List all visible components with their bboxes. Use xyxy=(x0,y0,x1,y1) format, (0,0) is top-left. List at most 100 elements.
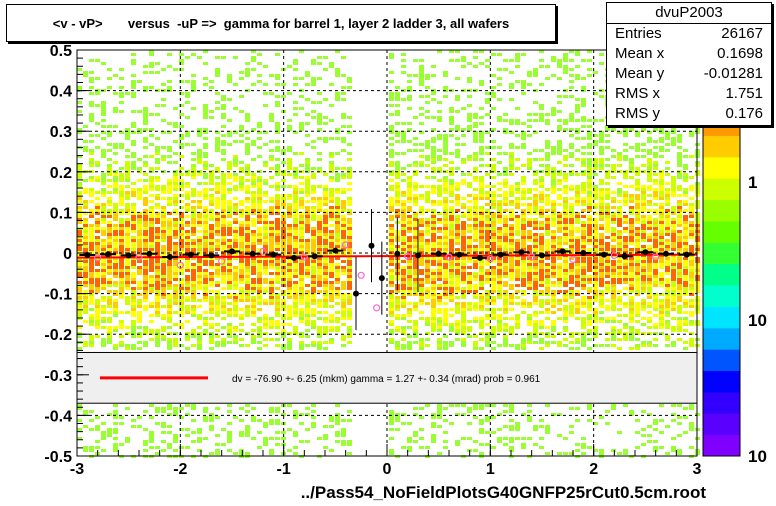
heatmap-cell xyxy=(509,275,514,278)
heatmap-cell xyxy=(113,344,118,347)
heatmap-cell xyxy=(431,425,436,428)
heatmap-cell xyxy=(491,227,496,230)
heatmap-cell xyxy=(227,224,232,227)
heatmap-cell xyxy=(287,125,292,128)
heatmap-cell xyxy=(191,230,196,233)
heatmap-cell xyxy=(575,149,580,152)
heatmap-cell xyxy=(305,266,310,269)
heatmap-cell xyxy=(413,413,418,416)
heatmap-cell xyxy=(161,212,166,215)
heatmap-cell xyxy=(107,260,112,263)
heatmap-cell xyxy=(509,164,514,167)
heatmap-cell xyxy=(101,182,106,185)
heatmap-cell xyxy=(227,191,232,194)
heatmap-cell xyxy=(239,434,244,437)
heatmap-cell xyxy=(503,182,508,185)
heatmap-cell xyxy=(545,272,550,275)
heatmap-cell xyxy=(389,332,394,335)
heatmap-cell xyxy=(317,101,322,104)
heatmap-cell xyxy=(485,146,490,149)
heatmap-cell xyxy=(473,278,478,281)
heatmap-cell xyxy=(239,257,244,260)
heatmap-cell xyxy=(251,212,256,215)
heatmap-cell xyxy=(503,263,508,266)
heatmap-cell xyxy=(341,116,346,119)
heatmap-cell xyxy=(431,203,436,206)
heatmap-cell xyxy=(269,281,274,284)
heatmap-cell xyxy=(131,227,136,230)
heatmap-cell xyxy=(425,446,430,449)
heatmap-cell xyxy=(269,119,274,122)
heatmap-cell xyxy=(245,131,250,134)
heatmap-cell xyxy=(557,434,562,437)
heatmap-cell xyxy=(317,281,322,284)
heatmap-cell xyxy=(221,191,226,194)
heatmap-cell xyxy=(233,257,238,260)
heatmap-cell xyxy=(161,218,166,221)
heatmap-cell xyxy=(491,233,496,236)
heatmap-cell xyxy=(449,284,454,287)
heatmap-cell xyxy=(437,158,442,161)
heatmap-cell xyxy=(443,221,448,224)
heatmap-cell xyxy=(275,332,280,335)
heatmap-cell xyxy=(509,263,514,266)
heatmap-cell xyxy=(515,107,520,110)
heatmap-cell xyxy=(155,281,160,284)
heatmap-cell xyxy=(329,338,334,341)
heatmap-cell xyxy=(341,230,346,233)
heatmap-cell xyxy=(257,272,262,275)
heatmap-cell xyxy=(221,245,226,248)
heatmap-cell xyxy=(281,233,286,236)
heatmap-cell xyxy=(551,167,556,170)
heatmap-cell xyxy=(539,284,544,287)
heatmap-cell xyxy=(401,413,406,416)
heatmap-cell xyxy=(83,233,88,236)
heatmap-cell xyxy=(77,155,82,158)
heatmap-cell xyxy=(77,287,82,290)
heatmap-cell xyxy=(227,245,232,248)
heatmap-cell xyxy=(233,305,238,308)
heatmap-cell xyxy=(413,323,418,326)
heatmap-cell xyxy=(185,230,190,233)
heatmap-cell xyxy=(221,272,226,275)
heatmap-cell xyxy=(101,317,106,320)
heatmap-cell xyxy=(491,242,496,245)
heatmap-cell xyxy=(155,311,160,314)
heatmap-cell xyxy=(575,263,580,266)
heatmap-cell xyxy=(389,56,394,59)
heatmap-cell xyxy=(503,173,508,176)
heatmap-cell xyxy=(131,311,136,314)
heatmap-cell xyxy=(185,185,190,188)
heatmap-cell xyxy=(335,209,340,212)
heatmap-cell xyxy=(413,263,418,266)
heatmap-cell xyxy=(161,254,166,257)
heatmap-cell xyxy=(587,290,592,293)
heatmap-cell xyxy=(101,422,106,425)
heatmap-cell xyxy=(269,158,274,161)
heatmap-cell xyxy=(275,275,280,278)
heatmap-cell xyxy=(233,212,238,215)
heatmap-cell xyxy=(299,191,304,194)
heatmap-cell xyxy=(95,134,100,137)
heatmap-cell xyxy=(269,317,274,320)
heatmap-cell xyxy=(215,314,220,317)
heatmap-cell xyxy=(299,317,304,320)
heatmap-cell xyxy=(89,260,94,263)
heatmap-cell xyxy=(113,284,118,287)
heatmap-cell xyxy=(197,194,202,197)
heatmap-cell xyxy=(101,344,106,347)
heatmap-cell xyxy=(113,311,118,314)
heatmap-cell xyxy=(389,125,394,128)
heatmap-cell xyxy=(83,269,88,272)
heatmap-cell xyxy=(257,290,262,293)
heatmap-cell xyxy=(575,188,580,191)
heatmap-cell xyxy=(455,203,460,206)
heatmap-cell xyxy=(77,167,82,170)
heatmap-cell xyxy=(143,65,148,68)
heatmap-cell xyxy=(479,296,484,299)
heatmap-cell xyxy=(335,215,340,218)
heatmap-cell xyxy=(293,131,298,134)
heatmap-cell xyxy=(551,182,556,185)
heatmap-cell xyxy=(161,146,166,149)
heatmap-cell xyxy=(257,212,262,215)
